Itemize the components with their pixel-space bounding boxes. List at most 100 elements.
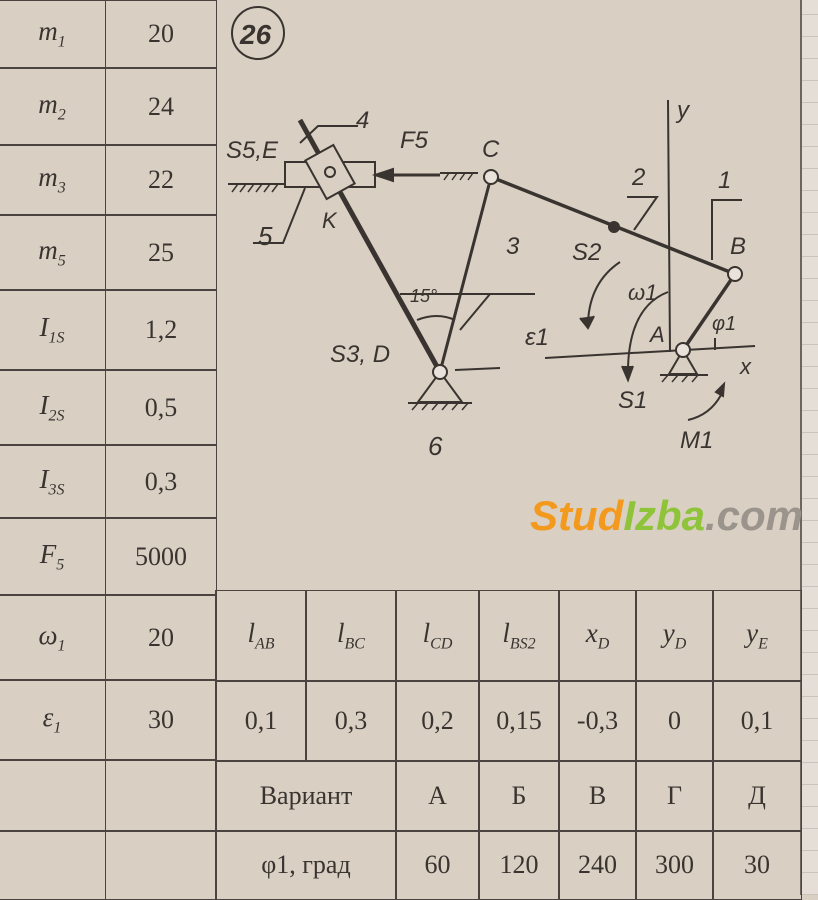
empty-cell <box>0 830 106 900</box>
variant-name-cell: Б <box>478 760 560 832</box>
label-s3d: S3, D <box>330 341 390 368</box>
param-symbol-cell: I2S <box>0 370 106 445</box>
cell-text: 0,2 <box>421 706 454 735</box>
symbol: m3 <box>38 162 66 197</box>
length-value-cell: 0,1 <box>712 680 802 762</box>
ground-hatch-icon <box>231 183 279 193</box>
cell-text: 120 <box>499 850 539 879</box>
symbol: lAB <box>247 618 274 653</box>
label-m1: M1 <box>680 427 713 454</box>
cell-text: А <box>428 781 447 810</box>
watermark-part-3: .com <box>705 492 804 539</box>
cell-text: В <box>588 781 607 810</box>
joint-b <box>727 266 743 282</box>
graph-paper-margin <box>800 0 818 895</box>
param-symbol-cell: m5 <box>0 215 106 290</box>
symbol-base: l <box>337 618 345 649</box>
param-value-cell: 24 <box>105 68 217 145</box>
cell-text: 24 <box>148 91 174 121</box>
figure-number: 26 <box>239 19 272 50</box>
label-s5e: S5,E <box>226 137 279 164</box>
label-k: K <box>322 208 338 233</box>
variant-name-cell: А <box>395 760 480 832</box>
symbol-subscript: 5 <box>57 252 66 270</box>
param-symbol-cell: m2 <box>0 68 106 145</box>
symbol-base: l <box>422 618 431 649</box>
joint-a <box>675 342 691 358</box>
cell-text: Б <box>511 781 527 810</box>
param-value-cell: 5000 <box>105 518 217 595</box>
param-symbol-cell: I1S <box>0 290 106 370</box>
cell-text: 0,3 <box>144 466 178 496</box>
phi-value-cell: 240 <box>558 830 637 900</box>
length-header-cell: xD <box>558 590 637 682</box>
cell-text: 20 <box>148 19 174 48</box>
param-value-cell: 25 <box>105 215 217 290</box>
symbol: I2S <box>40 390 65 425</box>
length-value-cell: 0 <box>635 680 714 762</box>
empty-cell <box>0 760 106 832</box>
symbol: ε1 <box>43 702 62 737</box>
symbol-subscript: 3S <box>48 481 65 499</box>
label-x: x <box>739 354 752 379</box>
symbol-base: I <box>39 312 49 343</box>
phi-label-cell: φ1, град <box>215 830 397 900</box>
symbol: lBC <box>337 618 365 653</box>
length-value-cell: 0,3 <box>305 680 397 762</box>
symbol-subscript: 1 <box>53 719 62 737</box>
symbol: lCD <box>423 618 453 653</box>
symbol: I1S <box>40 312 65 347</box>
param-value-cell: 20 <box>105 0 217 68</box>
symbol-subscript: AB <box>254 635 275 653</box>
label-y: y <box>675 97 691 124</box>
cell-text: 5000 <box>135 541 187 571</box>
symbol: I3S <box>40 464 65 499</box>
empty-cell <box>105 830 217 900</box>
param-value-cell: 20 <box>105 595 217 680</box>
symbol-base: x <box>585 618 598 649</box>
length-header-cell: yE <box>712 590 802 682</box>
param-value-cell: 0,3 <box>105 445 217 518</box>
symbol-subscript: CD <box>430 635 453 653</box>
symbol-base: F <box>39 538 57 569</box>
symbol-subscript: 3 <box>57 179 66 197</box>
phi-value-cell: 30 <box>712 830 802 900</box>
variant-name-cell: Д <box>712 760 802 832</box>
label-6: 6 <box>428 431 443 461</box>
variant-label-cell: Вариант <box>215 760 397 832</box>
symbol: m5 <box>38 235 66 270</box>
symbol-subscript: D <box>674 635 687 653</box>
empty-cell <box>105 760 217 832</box>
cell-text: 22 <box>148 165 174 194</box>
label-eps: ε1 <box>525 324 549 351</box>
cell-text: 25 <box>148 237 174 267</box>
phi-value-cell: 60 <box>395 830 480 900</box>
symbol-subscript: E <box>758 635 768 653</box>
cell-text: 60 <box>424 850 451 879</box>
symbol: m2 <box>38 89 66 124</box>
label-c: C <box>482 136 500 163</box>
cell-text: 30 <box>148 705 174 734</box>
param-value-cell: 22 <box>105 145 217 215</box>
symbol-base: m <box>38 234 58 265</box>
watermark: StudIzba.com <box>530 492 803 540</box>
label-a: A <box>648 322 665 347</box>
cell-text: 1,2 <box>144 315 178 344</box>
length-header-cell: lCD <box>395 590 480 682</box>
symbol-base: l <box>247 618 255 649</box>
label-3: 3 <box>506 233 520 260</box>
symbol-base: y <box>662 618 675 649</box>
label-f5: F5 <box>400 127 429 154</box>
cell-text: 0,5 <box>144 392 178 422</box>
cell-text: 20 <box>148 622 174 652</box>
symbol-subscript: BS2 <box>509 635 536 653</box>
cell-text: 0,1 <box>244 706 278 735</box>
slider-4 <box>303 143 357 201</box>
cell-text: Г <box>666 781 683 810</box>
symbol-subscript: 1 <box>57 637 66 655</box>
label-phi: φ1 <box>712 313 736 335</box>
symbol-base: m <box>38 88 58 119</box>
cell-text: Вариант <box>259 781 353 810</box>
symbol-subscript: 1S <box>48 329 65 347</box>
symbol-subscript: 2S <box>48 407 65 425</box>
